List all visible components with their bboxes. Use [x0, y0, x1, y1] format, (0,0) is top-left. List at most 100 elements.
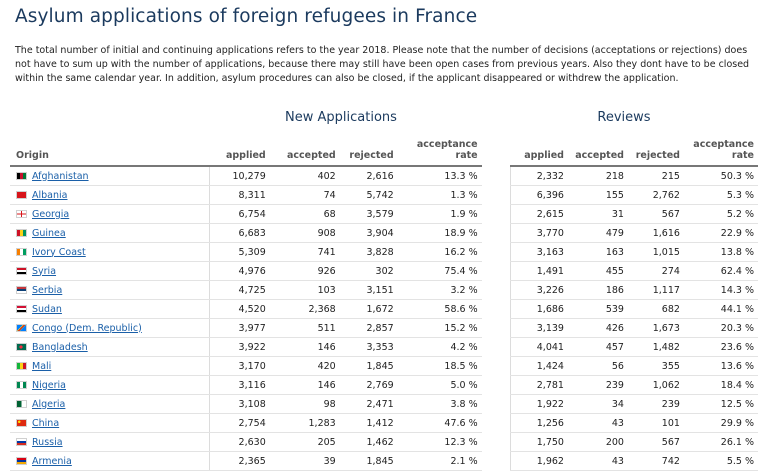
country-link[interactable]: Georgia: [32, 208, 70, 220]
country-link[interactable]: China: [32, 417, 60, 429]
country-link[interactable]: Syria: [32, 265, 57, 277]
flag-icon: [16, 285, 27, 294]
new-acceptance-rate-cell: 1.9 %: [397, 204, 482, 224]
rev-accepted-cell: 426: [567, 318, 628, 338]
header-origin: Origin: [10, 134, 210, 167]
country-link[interactable]: Serbia: [32, 284, 63, 296]
flag-icon: [16, 342, 27, 351]
new-applied-cell: 2,630: [209, 432, 270, 452]
origin-cell: Russia: [10, 432, 210, 452]
header-rev-acceptance-rate: acceptance rate: [683, 134, 758, 167]
column-gap: [482, 262, 510, 281]
new-applied-cell: 4,976: [209, 261, 270, 281]
rev-applied-cell: 4,041: [509, 337, 568, 357]
table-row: Bangladesh 3,922 146 3,353 4.2 % 4,041 457 1,48…: [10, 337, 758, 357]
origin-cell: Ivory Coast: [10, 242, 210, 262]
table-row: Congo (Dem. Republic) 3,977 511 2,857 15.2 %…: [10, 318, 758, 338]
new-rejected-cell: 1,672: [339, 299, 398, 319]
country-link[interactable]: Nigeria: [32, 379, 66, 391]
country-link[interactable]: Sudan: [32, 303, 62, 315]
rev-applied-cell: 1,962: [509, 451, 568, 471]
flag-icon: [16, 380, 27, 389]
flag-icon: [16, 228, 27, 237]
table-row: Armenia 2,365 39 1,845 2.1 % 1,962 43 742 5.5 %: [10, 451, 758, 471]
country-link[interactable]: Guinea: [32, 227, 66, 239]
new-acceptance-rate-cell: 12.3 %: [397, 432, 482, 452]
country-link[interactable]: Armenia: [32, 455, 72, 467]
country-link[interactable]: Russia: [32, 436, 63, 448]
origin-cell: Guinea: [10, 223, 210, 243]
new-acceptance-rate-cell: 47.6 %: [397, 413, 482, 433]
flag-icon: [16, 190, 27, 199]
rev-applied-cell: 6,396: [509, 185, 568, 205]
rev-rejected-cell: 1,015: [627, 242, 684, 262]
new-acceptance-rate-cell: 4.2 %: [397, 337, 482, 357]
flag-icon: [16, 418, 27, 427]
new-acceptance-rate-cell: 13.3 %: [397, 166, 482, 186]
origin-cell: Armenia: [10, 451, 210, 471]
rev-applied-cell: 3,226: [509, 280, 568, 300]
rev-acceptance-rate-cell: 14.3 %: [683, 280, 758, 300]
country-link[interactable]: Bangladesh: [32, 341, 88, 353]
rev-accepted-cell: 34: [567, 394, 628, 414]
page-title: Asylum applications of foreign refugees …: [15, 6, 478, 27]
country-link[interactable]: Albania: [32, 189, 68, 201]
rev-applied-cell: 2,615: [509, 204, 568, 224]
new-accepted-cell: 741: [269, 242, 340, 262]
new-acceptance-rate-cell: 18.5 %: [397, 356, 482, 376]
rev-rejected-cell: 1,117: [627, 280, 684, 300]
new-accepted-cell: 2,368: [269, 299, 340, 319]
rev-acceptance-rate-cell: 23.6 %: [683, 337, 758, 357]
new-applied-cell: 3,977: [209, 318, 270, 338]
column-gap: [482, 281, 510, 300]
rev-acceptance-rate-cell: 50.3 %: [683, 166, 758, 186]
new-rejected-cell: 3,151: [339, 280, 398, 300]
table-row: Nigeria 3,116 146 2,769 5.0 % 2,781 239 1,062 18…: [10, 375, 758, 395]
rev-accepted-cell: 479: [567, 223, 628, 243]
rev-rejected-cell: 1,673: [627, 318, 684, 338]
country-link[interactable]: Mali: [32, 360, 52, 372]
rev-accepted-cell: 186: [567, 280, 628, 300]
new-acceptance-rate-cell: 58.6 %: [397, 299, 482, 319]
rev-applied-cell: 1,922: [509, 394, 568, 414]
new-rejected-cell: 2,857: [339, 318, 398, 338]
table-body: Afghanistan 10,279 402 2,616 13.3 % 2,332 218 2…: [10, 166, 758, 471]
new-acceptance-rate-cell: 15.2 %: [397, 318, 482, 338]
rev-applied-cell: 1,424: [509, 356, 568, 376]
new-rejected-cell: 1,462: [339, 432, 398, 452]
flag-icon: [16, 361, 27, 370]
header-new-acceptance-rate: acceptance rate: [397, 134, 482, 167]
rev-acceptance-rate-cell: 22.9 %: [683, 223, 758, 243]
origin-cell: Algeria: [10, 394, 210, 414]
rev-rejected-cell: 239: [627, 394, 684, 414]
new-acceptance-rate-cell: 1.3 %: [397, 185, 482, 205]
new-rejected-cell: 3,579: [339, 204, 398, 224]
origin-cell: Afghanistan: [10, 166, 210, 186]
table-row: China 2,754 1,283 1,412 47.6 % 1,256 43 101 29.9…: [10, 413, 758, 433]
country-link[interactable]: Algeria: [32, 398, 66, 410]
rev-rejected-cell: 274: [627, 261, 684, 281]
new-acceptance-rate-cell: 5.0 %: [397, 375, 482, 395]
new-accepted-cell: 39: [269, 451, 340, 471]
country-link[interactable]: Afghanistan: [32, 170, 89, 182]
rev-accepted-cell: 200: [567, 432, 628, 452]
new-accepted-cell: 68: [269, 204, 340, 224]
flag-icon: [16, 247, 27, 256]
country-link[interactable]: Congo (Dem. Republic): [32, 322, 142, 334]
new-accepted-cell: 205: [269, 432, 340, 452]
new-accepted-cell: 146: [269, 375, 340, 395]
table-row: Albania 8,311 74 5,742 1.3 % 6,396 155 2,762 5.3…: [10, 185, 758, 205]
flag-icon: [16, 266, 27, 275]
header-new-applied: applied: [209, 134, 270, 167]
table-row: Mali 3,170 420 1,845 18.5 % 1,424 56 355 13.6 %: [10, 356, 758, 376]
column-gap: [482, 186, 510, 205]
country-link[interactable]: Ivory Coast: [32, 246, 86, 258]
table-row: Georgia 6,754 68 3,579 1.9 % 2,615 31 567 5.2 %: [10, 204, 758, 224]
column-gap: [482, 134, 510, 166]
new-rejected-cell: 302: [339, 261, 398, 281]
flag-icon: [16, 437, 27, 446]
new-accepted-cell: 98: [269, 394, 340, 414]
rev-rejected-cell: 1,062: [627, 375, 684, 395]
rev-accepted-cell: 539: [567, 299, 628, 319]
new-rejected-cell: 1,412: [339, 413, 398, 433]
